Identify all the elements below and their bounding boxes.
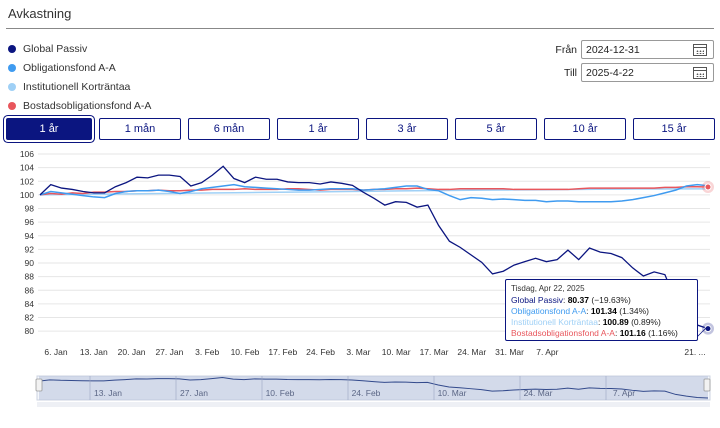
y-tick-label: 102 [20, 176, 34, 186]
legend-item-obligationsfond[interactable]: Obligationsfond A-A [8, 59, 151, 77]
x-tick-label: 7. Apr [536, 347, 558, 357]
from-date-row: Från 2024-12-31 [555, 40, 714, 59]
tooltip-row: Global Passiv: 80.37 (−19.63%) [511, 295, 631, 305]
chart-tooltip: Tisdag, Apr 22, 2025 Global Passiv: 80.3… [505, 279, 698, 341]
calendar-icon[interactable] [693, 43, 707, 56]
range-button-1-ar-active[interactable]: 1 år [6, 118, 92, 140]
y-tick-label: 100 [20, 190, 34, 200]
tooltip-series-name: Obligationsfond A-A [511, 306, 587, 316]
x-tick-label: 21. ... [684, 347, 705, 357]
range-button-10-ar[interactable]: 10 år [544, 118, 626, 140]
legend-item-institutionell[interactable]: Institutionell Korträntaa [8, 78, 151, 96]
tooltip-row: Bostadsobligationsfond A-A: 101.16 (1.16… [511, 328, 678, 338]
navigator-tick-label: 13. Jan [94, 388, 122, 398]
hover-marker [704, 183, 712, 191]
tooltip-value: 101.16 [619, 328, 646, 338]
legend-label: Global Passiv [23, 43, 88, 55]
x-tick-label: 20. Jan [118, 347, 146, 357]
from-date-value: 2024-12-31 [586, 43, 640, 56]
range-button-5-ar[interactable]: 5 år [455, 118, 537, 140]
series-line-obligationsfond-a-a[interactable] [39, 183, 709, 203]
x-tick-label: 10. Feb [231, 347, 260, 357]
legend-item-bostadsobligationsfond[interactable]: Bostadsobligationsfond A-A [8, 97, 151, 115]
y-tick-label: 92 [25, 244, 35, 254]
navigator-right-handle[interactable] [703, 378, 711, 392]
navigator-left-handle[interactable] [35, 378, 43, 392]
y-tick-label: 86 [25, 285, 35, 295]
navigator-tick-label: 10. Feb [266, 388, 295, 398]
tooltip-series-name: Global Passiv [511, 295, 563, 305]
calendar-icon[interactable] [693, 66, 707, 79]
tooltip-connector [696, 326, 708, 338]
range-button-6-man[interactable]: 6 mån [188, 118, 270, 140]
range-button-group: 1 år 1 mån 6 mån 1 år 3 år 5 år 10 år 15… [6, 118, 720, 140]
to-date-input[interactable]: 2025-4-22 [581, 63, 714, 82]
legend-dot-icon [8, 102, 16, 110]
y-tick-label: 88 [25, 272, 35, 282]
tooltip-date: Tisdag, Apr 22, 2025 [511, 284, 585, 293]
y-tick-label: 98 [25, 204, 35, 214]
y-tick-label: 82 [25, 313, 35, 323]
tooltip-series-name: Institutionell Korträntaa [511, 317, 598, 327]
title-divider [6, 28, 714, 29]
legend-dot-icon [8, 83, 16, 91]
legend-label: Institutionell Korträntaa [23, 81, 131, 93]
to-date-value: 2025-4-22 [586, 66, 634, 79]
navigator-tick-label: 27. Jan [180, 388, 208, 398]
x-tick-label: 10. Mar [382, 347, 411, 357]
y-tick-label: 84 [25, 299, 35, 309]
legend: Global Passiv Obligationsfond A-A Instit… [8, 40, 151, 116]
tooltip-value: 100.89 [602, 317, 629, 327]
range-button-1-man[interactable]: 1 mån [99, 118, 181, 140]
legend-label: Obligationsfond A-A [23, 62, 116, 74]
x-tick-label: 17. Mar [420, 347, 449, 357]
x-tick-label: 31. Mar [495, 347, 524, 357]
tooltip-change: (1.16%) [648, 328, 678, 338]
tooltip-row: Obligationsfond A-A: 101.34 (1.34%) [511, 306, 650, 316]
x-tick-label: 3. Feb [195, 347, 219, 357]
x-tick-label: 6. Jan [44, 347, 67, 357]
y-tick-label: 80 [25, 326, 35, 336]
from-date-input[interactable]: 2024-12-31 [581, 40, 714, 59]
tooltip-value: 101.34 [590, 306, 617, 316]
y-tick-label: 106 [20, 149, 34, 159]
tooltip-value: 80.37 [567, 295, 589, 305]
navigator-tick-label: 7. Apr [613, 388, 635, 398]
y-tick-label: 104 [20, 163, 34, 173]
x-tick-label: 27. Jan [155, 347, 183, 357]
range-button-3-ar[interactable]: 3 år [366, 118, 448, 140]
legend-dot-icon [8, 45, 16, 53]
navigator-series-line [38, 377, 709, 399]
tooltip-change: (0.89%) [631, 317, 661, 327]
to-date-row: Till 2025-4-22 [564, 63, 714, 82]
series-line-global-passiv[interactable] [39, 165, 709, 330]
x-tick-label: 13. Jan [80, 347, 108, 357]
series-line-institutionell-kortr-ntaa[interactable] [39, 188, 708, 196]
legend-item-global-passiv[interactable]: Global Passiv [8, 40, 151, 58]
from-label: Från [555, 43, 577, 56]
range-button-15-ar: 15 år [633, 118, 715, 140]
navigator-tick-label: 24. Feb [352, 388, 381, 398]
navigator-tick-label: 10. Mar [438, 388, 467, 398]
x-tick-label: 3. Mar [346, 347, 370, 357]
page-title: Avkastning [8, 6, 72, 21]
tooltip-series-name: Bostadsobligationsfond A-A [511, 328, 615, 338]
x-tick-label: 17. Feb [268, 347, 297, 357]
tooltip-row: Institutionell Korträntaa: 100.89 (0.89%… [511, 317, 661, 327]
legend-dot-icon [8, 64, 16, 72]
x-tick-label: 24. Mar [457, 347, 486, 357]
y-tick-label: 96 [25, 217, 35, 227]
tooltip-change: (−19.63%) [591, 295, 631, 305]
navigator-tick-label: 24. Mar [524, 388, 553, 398]
to-label: Till [563, 66, 577, 79]
legend-label: Bostadsobligationsfond A-A [23, 100, 152, 112]
y-tick-label: 90 [25, 258, 35, 268]
y-tick-label: 94 [25, 231, 35, 241]
tooltip-change: (1.34%) [619, 306, 650, 316]
range-button-1-ar[interactable]: 1 år [277, 118, 359, 140]
x-tick-label: 24. Feb [306, 347, 335, 357]
navigator-scrollbar[interactable] [37, 402, 710, 407]
